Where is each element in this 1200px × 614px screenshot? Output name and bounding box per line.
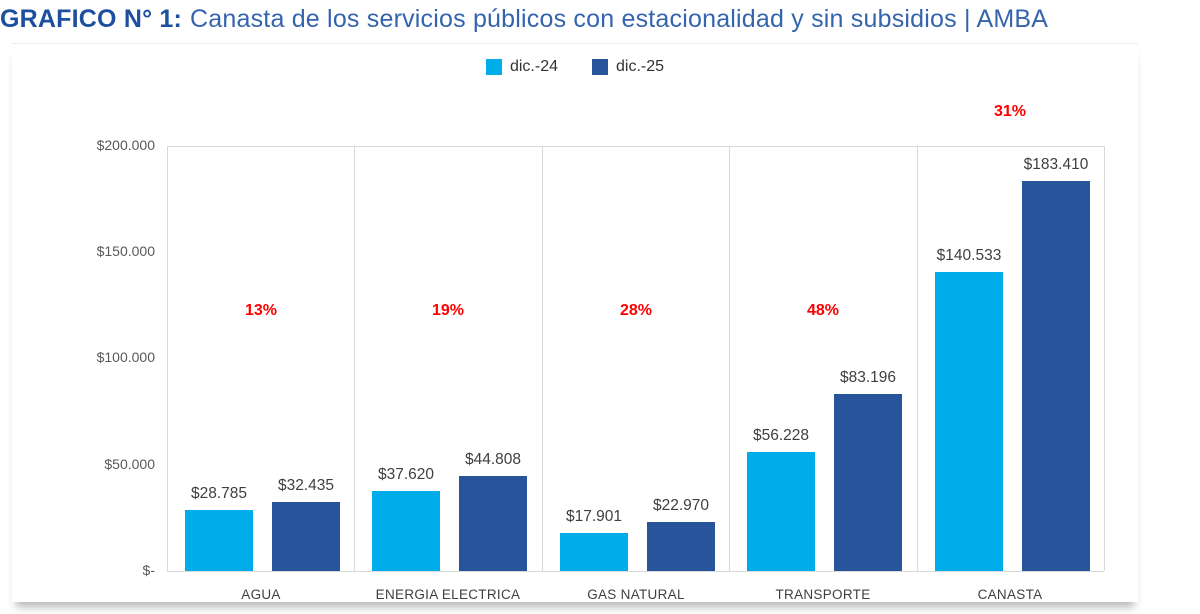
percent-change-label: 31% — [993, 103, 1027, 120]
value-label: $83.196 — [839, 369, 897, 386]
x-axis-category-label: GAS NATURAL — [587, 587, 685, 602]
x-axis-category-label: TRANSPORTE — [775, 587, 871, 602]
gridline-vertical — [917, 146, 918, 571]
legend-item-dic-25: dic.-25 — [592, 58, 664, 76]
value-label: $22.970 — [652, 497, 710, 514]
legend-label-dic-24: dic.-24 — [509, 58, 558, 75]
gridline-vertical — [354, 146, 355, 571]
value-label: $44.808 — [464, 451, 522, 468]
legend-label-dic-25: dic.-25 — [616, 58, 665, 75]
percent-change-label: 28% — [619, 302, 653, 319]
percent-change-label: 13% — [244, 302, 278, 319]
legend-item-dic-24: dic.-24 — [485, 58, 558, 76]
value-label: $37.620 — [377, 466, 435, 483]
legend-swatch-dic-25-icon — [592, 59, 608, 75]
value-label: $28.785 — [190, 485, 248, 502]
value-label: $56.228 — [752, 427, 810, 444]
gridline-vertical — [542, 146, 543, 571]
y-axis-tick-label: $200.000 — [96, 137, 155, 153]
y-axis-tick-label: $50.000 — [104, 456, 155, 472]
percent-change-label: 19% — [431, 302, 465, 319]
plot-area: $- $50.000 $100.000 $150.000 $200.000 $28.785… — [97, 103, 1105, 602]
y-axis-tick-label: $100.000 — [96, 349, 155, 365]
chart-title-prefix: GRAFICO N° 1: — [0, 5, 183, 33]
chart-card: dic.-24 dic.-25 $- $50.000 $100.000 $150.00… — [12, 43, 1138, 602]
bar-dic.-25-gas-natural — [647, 522, 715, 571]
gridline-vertical — [1104, 146, 1105, 571]
bar-dic.-24-gas-natural — [560, 533, 628, 571]
value-label: $32.435 — [277, 477, 335, 494]
legend-swatch-dic-24-icon — [485, 59, 502, 75]
y-axis-tick-label: $- — [142, 562, 155, 578]
chart-title: GRAFICO N° 1: Canasta de los servicios pú… — [0, 5, 1048, 34]
axis-baseline — [167, 571, 1104, 572]
x-axis-category-label: CANASTA — [977, 587, 1043, 602]
x-axis-category-label: AGUA — [241, 587, 281, 602]
gridline-vertical — [729, 146, 730, 571]
chart-title-text: Canasta de los servicios públicos con es… — [190, 5, 1049, 33]
bar-dic.-25-agua — [272, 502, 340, 571]
chart-legend: dic.-24 dic.-25 — [12, 58, 1138, 76]
bar-dic.-24-canasta — [935, 272, 1003, 571]
bar-dic.-24-transporte — [747, 452, 815, 571]
gridline-top — [167, 146, 1104, 147]
gridline-vertical — [167, 146, 168, 571]
percent-change-label: 48% — [806, 302, 840, 319]
bar-dic.-25-canasta — [1022, 181, 1090, 571]
value-label: $140.533 — [936, 247, 1002, 264]
x-axis-category-label: ENERGIA ELECTRICA — [375, 587, 521, 602]
value-label: $17.901 — [565, 508, 623, 525]
bar-dic.-24-agua — [185, 510, 253, 571]
bar-dic.-25-energia-electrica — [459, 476, 527, 571]
y-axis-tick-label: $150.000 — [96, 243, 155, 259]
bar-dic.-24-energia-electrica — [372, 491, 440, 571]
value-label: $183.410 — [1023, 156, 1089, 173]
bar-dic.-25-transporte — [834, 394, 902, 571]
